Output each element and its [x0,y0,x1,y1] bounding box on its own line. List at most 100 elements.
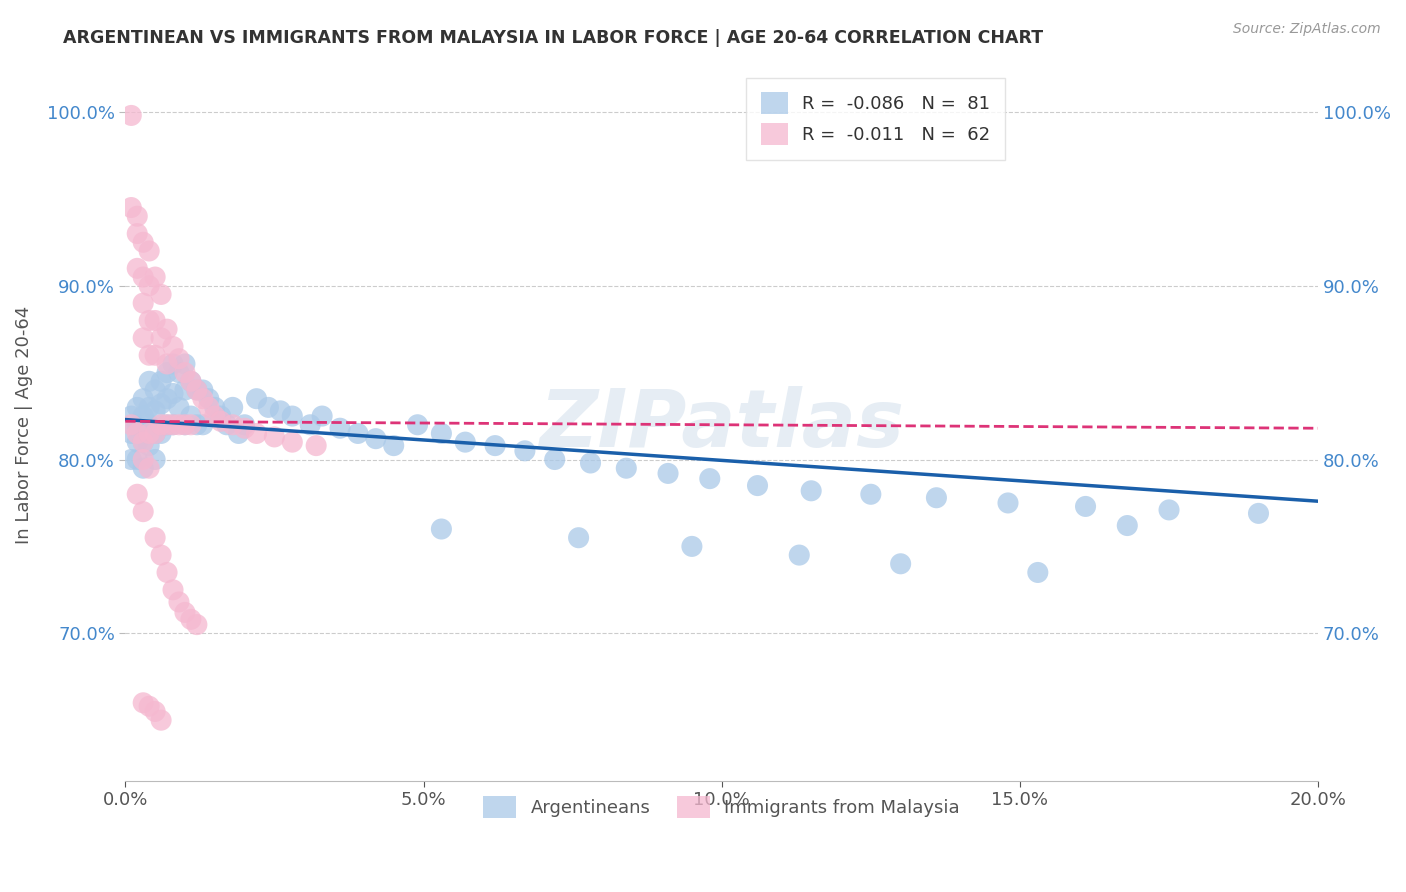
Point [186,383,208,397]
Point [143,426,166,441]
Point [245,392,267,406]
Point [364,432,387,446]
Point [167,351,190,366]
Point [132,461,155,475]
Point [579,456,602,470]
Point [699,472,721,486]
Point [198,392,221,406]
Point [132,409,155,423]
Point [186,617,208,632]
Point [406,417,429,432]
Point [156,417,179,432]
Point [174,366,197,380]
Point [132,435,155,450]
Point [138,417,160,432]
Point [191,417,214,432]
Point [156,322,179,336]
Point [281,435,304,450]
Point [120,201,142,215]
Point [180,374,202,388]
Point [138,348,160,362]
Point [156,392,179,406]
Point [186,417,208,432]
Point [127,417,149,432]
Point [120,108,142,122]
Point [138,313,160,327]
Point [150,417,173,432]
Point [127,209,149,223]
Text: ARGENTINEAN VS IMMIGRANTS FROM MALAYSIA IN LABOR FORCE | AGE 20-64 CORRELATION C: ARGENTINEAN VS IMMIGRANTS FROM MALAYSIA … [63,29,1043,46]
Point [167,417,190,432]
Point [174,417,197,432]
Point [204,409,226,423]
Point [174,357,197,371]
Point [143,313,166,327]
Point [138,461,160,475]
Point [127,487,149,501]
Point [127,452,149,467]
Point [162,386,184,401]
Point [221,401,243,415]
Point [257,401,280,415]
Point [209,414,232,428]
Point [150,426,173,441]
Legend: Argentineans, Immigrants from Malaysia: Argentineans, Immigrants from Malaysia [477,789,967,825]
Point [143,404,166,418]
Point [150,713,173,727]
Point [167,366,190,380]
Text: ZIPatlas: ZIPatlas [540,385,904,464]
Point [925,491,948,505]
Point [132,392,155,406]
Point [198,401,221,415]
Point [138,439,160,453]
Point [180,612,202,626]
Point [138,244,160,258]
Point [162,582,184,597]
Point [138,278,160,293]
Point [657,467,679,481]
Point [127,261,149,276]
Point [221,417,243,432]
Point [204,401,226,415]
Point [174,417,197,432]
Point [120,452,142,467]
Point [180,417,202,432]
Point [127,227,149,241]
Point [787,548,810,562]
Point [430,522,453,536]
Point [233,417,256,432]
Point [747,478,769,492]
Point [150,331,173,345]
Point [162,357,184,371]
Point [132,435,155,450]
Point [150,374,173,388]
Point [127,435,149,450]
Point [859,487,882,501]
Point [186,383,208,397]
Point [150,548,173,562]
Point [156,417,179,432]
Point [143,383,166,397]
Point [143,531,166,545]
Point [209,409,232,423]
Point [614,461,637,475]
Point [132,270,155,285]
Point [143,270,166,285]
Point [1116,518,1139,533]
Y-axis label: In Labor Force | Age 20-64: In Labor Force | Age 20-64 [15,306,32,544]
Point [138,401,160,415]
Point [143,348,166,362]
Point [263,430,285,444]
Point [138,374,160,388]
Point [174,383,197,397]
Point [311,409,333,423]
Point [1074,500,1097,514]
Point [162,417,184,432]
Point [1247,507,1270,521]
Point [162,417,184,432]
Point [299,417,322,432]
Point [281,409,304,423]
Point [329,421,352,435]
Point [132,296,155,310]
Point [143,426,166,441]
